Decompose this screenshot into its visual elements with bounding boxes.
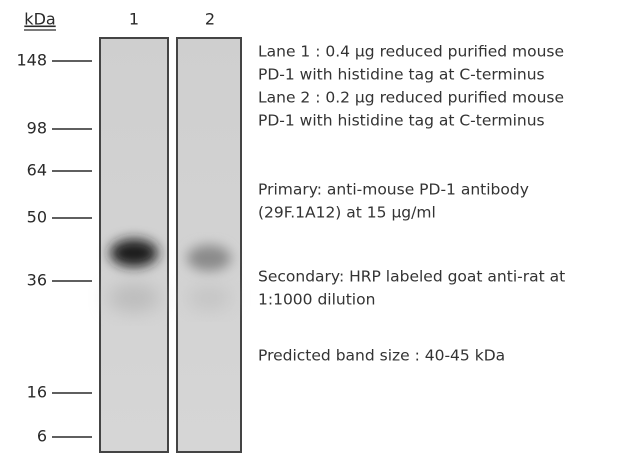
legend-line: PD-1 with histidine tag at C-terminus <box>258 112 545 130</box>
smear-lane-2 <box>187 286 231 310</box>
marker-label: 50 <box>27 208 47 227</box>
band-lane-2 <box>187 245 231 271</box>
marker-label: 6 <box>37 427 47 446</box>
band-lane-1 <box>110 239 158 267</box>
legend-line: PD-1 with histidine tag at C-terminus <box>258 66 545 84</box>
lane-label: 1 <box>129 10 139 29</box>
marker-label: 148 <box>16 51 47 70</box>
marker-label: 16 <box>27 383 47 402</box>
marker-label: 98 <box>27 119 47 138</box>
legend-line: Secondary: HRP labeled goat anti-rat at <box>258 268 565 286</box>
axis-label: kDa <box>24 10 55 29</box>
western-blot-figure: kDa 1 2 148 98 64 50 36 16 6 Lane 1 : 0.4 µg redu… <box>0 0 639 457</box>
lane-label: 2 <box>205 10 215 29</box>
legend-line: (29F.1A12) at 15 µg/ml <box>258 204 436 222</box>
marker-label: 64 <box>27 161 47 180</box>
legend-line: Predicted band size : 40-45 kDa <box>258 347 505 365</box>
marker-label: 36 <box>27 271 47 290</box>
smear-lane-1 <box>108 284 160 312</box>
legend-line: Lane 2 : 0.2 µg reduced purified mouse <box>258 89 564 107</box>
page: kDa 1 2 148 98 64 50 36 16 6 Lane 1 : 0.4 µg redu… <box>0 0 639 457</box>
legend-line: 1:1000 dilution <box>258 291 375 309</box>
legend-line: Lane 1 : 0.4 µg reduced purified mouse <box>258 43 564 61</box>
legend-line: Primary: anti-mouse PD-1 antibody <box>258 181 529 199</box>
